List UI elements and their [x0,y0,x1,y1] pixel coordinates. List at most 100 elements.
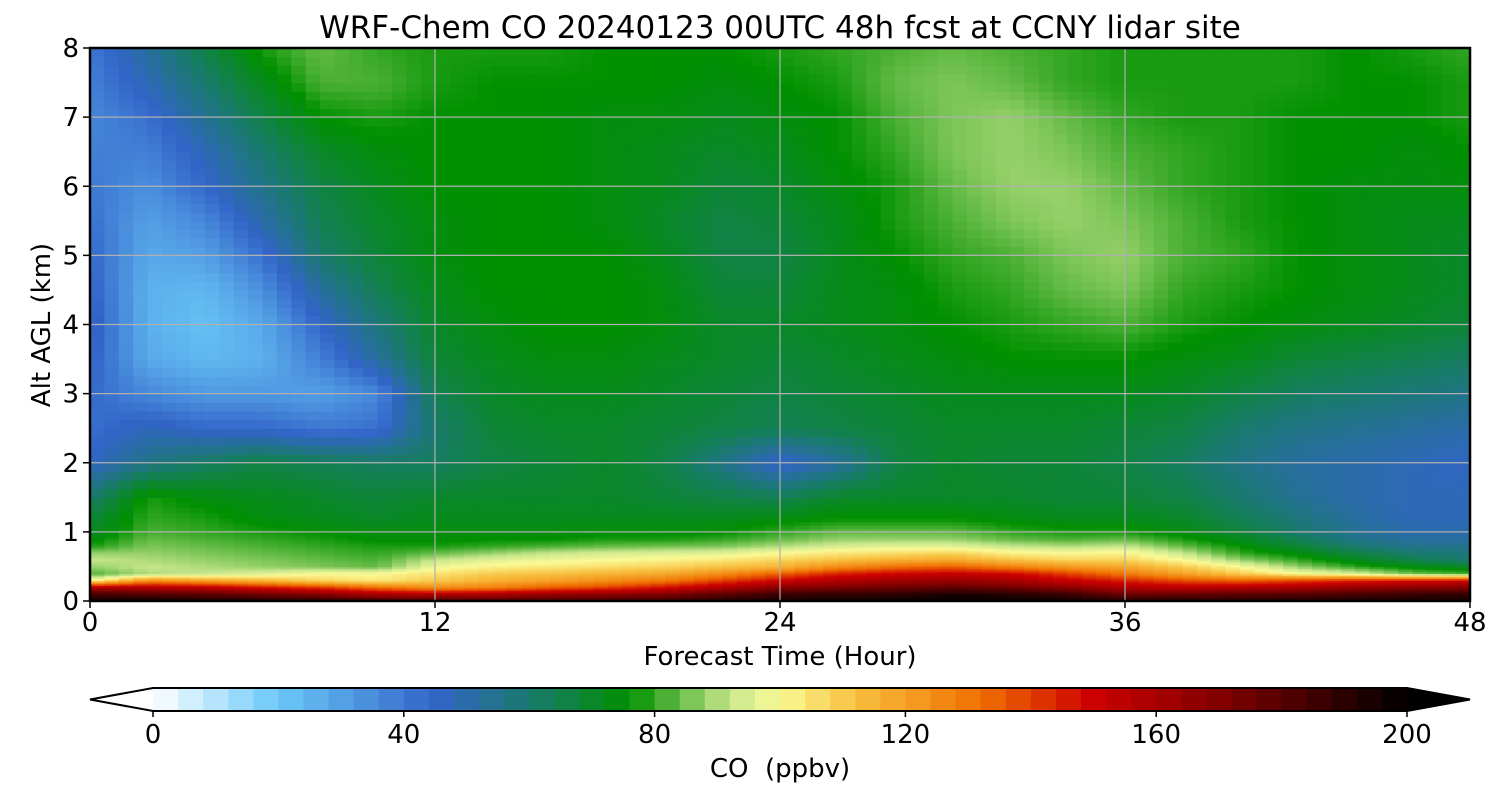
contour-cell [420,462,436,472]
contour-cell [823,488,839,498]
contour-cell [176,590,192,593]
contour-cell [751,502,767,509]
contour-cell [463,595,479,599]
contour-cell [708,547,724,550]
contour-cell [463,562,479,566]
contour-cell [851,597,867,600]
contour-cell [1168,566,1184,569]
contour-cell [1355,480,1370,490]
contour-cell [765,550,781,554]
contour-cell [851,592,867,595]
contour-cell [1196,562,1212,566]
contour-cell [435,566,450,569]
contour-cell [1254,507,1270,514]
contour-cell [262,550,278,554]
contour-cell [1297,556,1313,559]
contour-cell [1441,576,1457,580]
contour-cell [219,578,235,581]
contour-cell [995,559,1011,562]
contour-cell [276,561,292,564]
contour-cell [794,549,810,552]
contour-cell [363,507,379,514]
contour-cell [895,590,910,593]
contour-cell [1096,564,1112,568]
contour-cell [420,540,436,543]
contour-cell [521,595,537,599]
contour-cell [176,471,192,481]
contour-cell [435,518,450,523]
contour-cell [1168,547,1184,550]
contour-cell [1196,592,1212,595]
contour-cell [377,512,393,519]
contour-cell [923,597,939,600]
contour-cell [1081,594,1097,597]
contour-cell [219,480,235,490]
contour-cell [1326,585,1342,588]
contour-cell [593,573,609,576]
contour-cell [1024,545,1040,549]
contour-cell [205,554,220,557]
contour-cell [823,597,839,600]
contour-cell [535,557,551,561]
contour-cell [722,518,738,523]
contour-cell [966,581,982,585]
contour-cell [808,562,824,566]
contour-cell [420,576,436,580]
contour-cell [248,587,264,590]
contour-cell [320,580,335,583]
contour-cell [1038,564,1054,568]
contour-cell [276,540,292,543]
contour-cell [851,549,867,552]
contour-cell [923,518,939,523]
contour-cell [621,521,637,526]
contour-cell [550,550,565,554]
contour-cell [578,488,594,498]
contour-cell [420,587,436,590]
contour-cell [190,488,206,498]
contour-cell [1268,566,1284,569]
contour-cell [262,595,278,599]
contour-cell [564,488,580,498]
contour-cell [765,542,781,545]
contour-cell [1441,554,1457,557]
contour-cell [880,576,896,580]
contour-cell [391,471,407,481]
contour-cell [1067,568,1083,571]
contour-cell [262,585,278,588]
contour-cell [449,471,465,481]
contour-cell [650,571,666,574]
contour-cell [535,556,551,559]
contour-cell [823,547,839,550]
contour-cell [348,507,364,514]
contour-cell [1225,480,1241,490]
contour-cell [621,540,637,543]
contour-cell [765,576,781,580]
contour-cell [1196,559,1212,562]
contour-cell [1383,587,1399,590]
contour-cell [1297,575,1313,578]
contour-cell [262,594,278,597]
contour-cell [1455,557,1471,561]
contour-cell [895,545,910,549]
contour-cell [420,552,436,555]
contour-cell [564,573,580,576]
contour-cell [435,550,450,554]
contour-cell [276,588,292,592]
contour-cell [1412,512,1428,519]
contour-cell [363,594,379,597]
contour-cell [650,585,666,588]
contour-cell [1426,462,1442,472]
contour-cell [751,550,767,554]
contour-cell [981,557,997,561]
contour-cell [1211,594,1227,597]
contour-cell [679,576,695,580]
contour-cell [1326,550,1342,554]
contour-cell [506,562,522,566]
contour-cell [593,581,609,585]
contour-cell [133,488,149,498]
contour-cell [794,573,810,576]
contour-cell [808,507,824,514]
contour-cell [291,502,307,509]
contour-cell [104,518,120,523]
contour-cell [1311,592,1327,595]
